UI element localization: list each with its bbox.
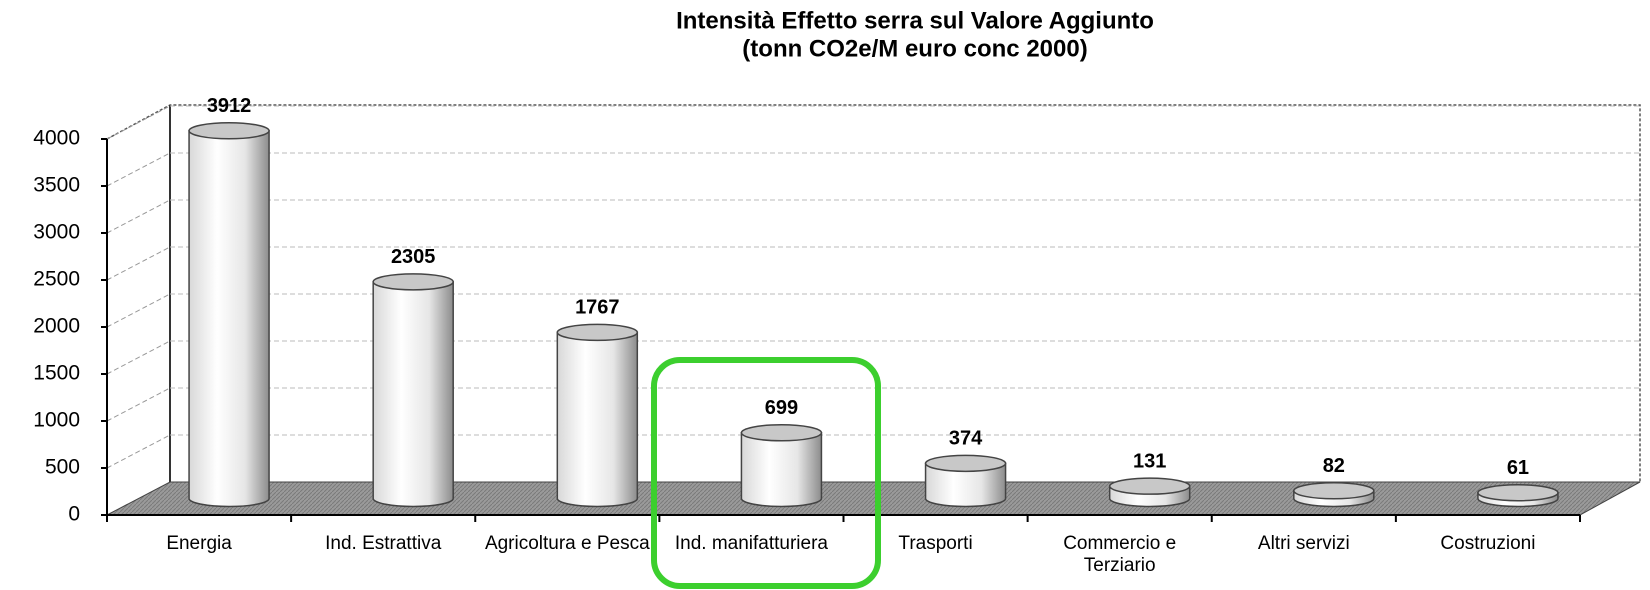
data-label: 374 [949,428,983,450]
bar [740,432,823,508]
bar [556,331,639,508]
x-tick-label: Agricoltura e Pesca [484,533,650,554]
grid-line [106,293,171,328]
x-tick-label: Altri servizi [1257,533,1350,554]
y-tick-label: 3000 [33,221,80,244]
x-tick-label: Trasporti [898,533,973,554]
chart-subtitle: (tonn CO2e/M euro conc 2000) [742,35,1087,62]
y-tick-label: 1000 [33,409,80,432]
grid-line [106,387,171,422]
y-tick-label: 2000 [33,315,80,338]
data-label: 3912 [207,95,252,117]
data-label: 131 [1133,450,1166,472]
data-label: 2305 [391,246,436,268]
highlight-box [651,357,881,589]
grid-line [106,105,171,140]
bar [372,281,454,508]
y-tick-label: 1500 [33,362,80,385]
floor [106,481,1641,516]
x-tick-label: Costruzioni [1440,533,1536,554]
x-tick-label: Ind. Estrattiva [325,533,442,554]
data-label: 61 [1507,457,1529,479]
bar-top [740,424,823,442]
bar-top [372,273,454,291]
bar-top [924,454,1007,473]
y-tick-label: 3500 [33,174,80,197]
bar-top [1293,482,1375,500]
bar-top [1477,484,1559,502]
chart-title: Intensità Effetto serra sul Valore Aggiu… [676,7,1154,34]
y-tick-label: 2500 [33,268,80,291]
grid-line [106,340,171,375]
bar-top [188,122,270,140]
bar [188,130,270,508]
bar-top [1108,477,1191,495]
y-tick-label: 500 [45,456,80,479]
x-tick-label: Energia [166,533,232,554]
grid-line [106,152,171,187]
y-tick-label: 4000 [33,127,80,150]
y-tick-label: 0 [68,503,80,526]
bar-top [556,323,639,342]
bar [924,462,1007,508]
data-label: 82 [1323,455,1345,477]
grid-line [106,199,171,234]
data-label: 1767 [575,297,620,319]
x-tick-label: Commercio e Terziario [1063,533,1177,576]
data-label: 699 [765,397,798,419]
grid-line [106,434,171,469]
x-tick-label: Ind. manifatturiera [674,533,828,554]
grid-line [106,246,171,281]
